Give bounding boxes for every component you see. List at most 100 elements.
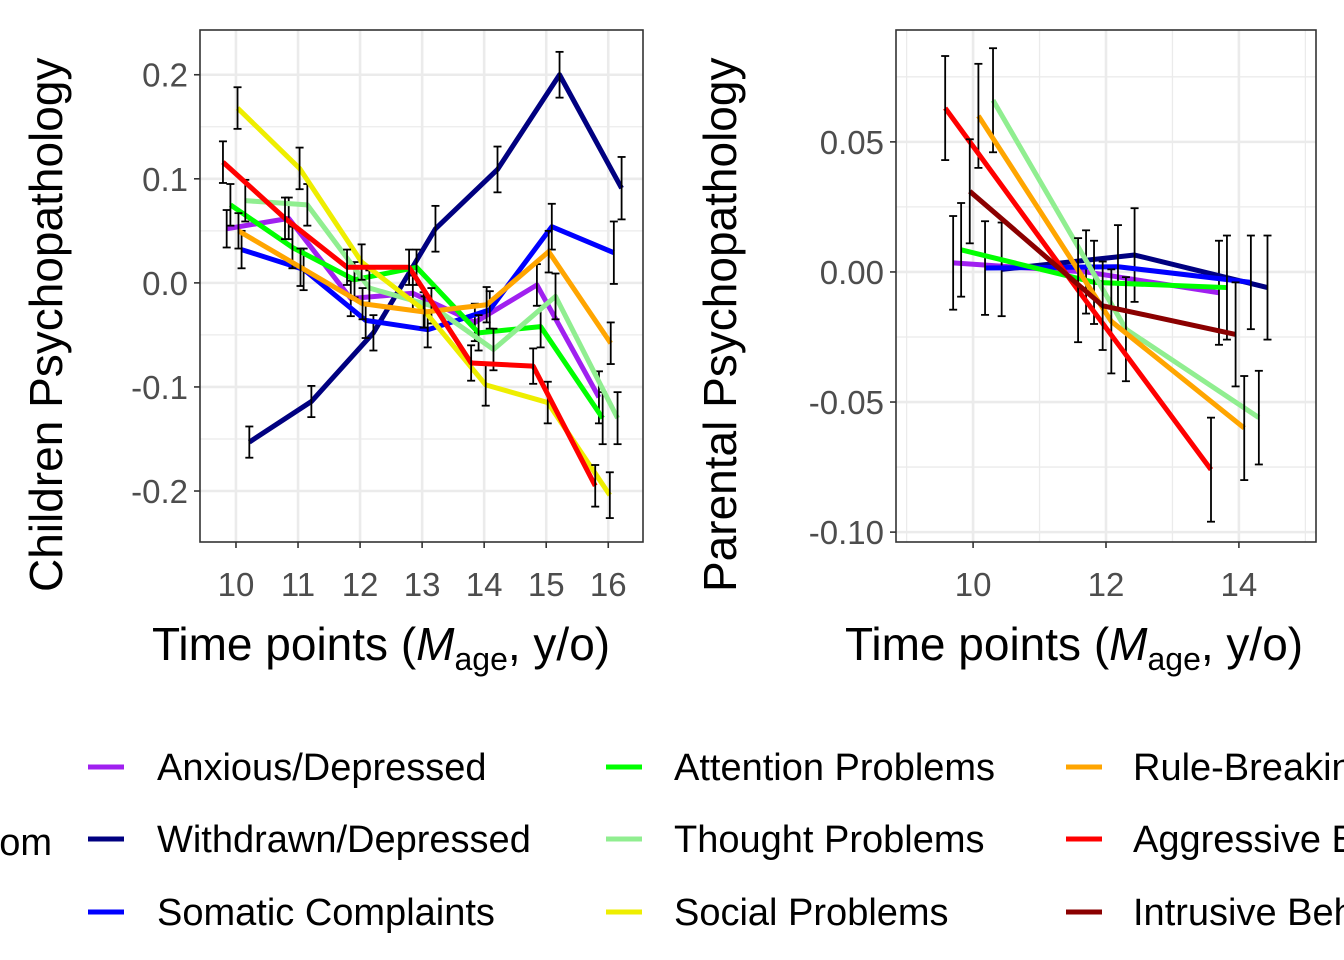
error-bar [1231, 281, 1240, 388]
error-bar [1107, 268, 1116, 375]
error-bar [1240, 375, 1249, 481]
error-bar [1246, 234, 1255, 331]
series-line [221, 160, 598, 487]
y-tick-label: -0.05 [809, 384, 884, 421]
y-tick-label: 0.05 [820, 124, 884, 161]
error-bar [474, 314, 483, 352]
error-bar [233, 86, 242, 130]
legend-item[interactable]: Rule-Breaking Behavior [1066, 747, 1344, 789]
error-bar [591, 464, 600, 508]
x-axis-title-italic: M [416, 618, 455, 670]
error-bar [529, 347, 538, 385]
error-bar [245, 425, 254, 459]
x-tick-label: 14 [466, 566, 503, 603]
series-withdrawn-depressed [997, 207, 1272, 341]
x-tick-label: 14 [1221, 566, 1258, 603]
error-bar [405, 248, 414, 286]
legend-label: Anxious/Depressed [157, 747, 487, 789]
error-bar [965, 138, 974, 245]
error-bar [1098, 260, 1107, 351]
series-withdrawn-depressed [245, 50, 626, 459]
y-tick-label: -0.1 [131, 369, 188, 406]
error-bar [295, 146, 304, 191]
legend-label: Thought Problems [674, 819, 985, 861]
error-bar [1254, 369, 1263, 466]
error-bar [357, 243, 366, 281]
error-bar [1074, 237, 1083, 344]
series-intrusive-behavior [965, 138, 1240, 388]
x-tick-label: 12 [342, 566, 379, 603]
legend-item[interactable]: Intrusive Behavior [1066, 892, 1344, 934]
legend-item[interactable]: Aggressive Behavior [1066, 819, 1344, 861]
y-tick-label: -0.2 [131, 473, 188, 510]
x-tick-label: 13 [404, 566, 441, 603]
legend-label: Intrusive Behavior [1133, 892, 1344, 934]
error-bar [343, 248, 352, 286]
x-axis-title-text: Time points ( [845, 618, 1110, 670]
x-axis-title-end: , y/o) [1201, 618, 1303, 670]
panel-parental: -0.10 -0.05 0.00 0.05 10 12 14 Parental Psychop… [694, 29, 1317, 677]
error-bar [358, 287, 367, 321]
x-axis-title-text: Time points ( [152, 618, 417, 670]
error-bar [1214, 239, 1223, 346]
error-bar [551, 272, 560, 321]
error-bar [606, 321, 615, 365]
x-axis-title-subscript: age [454, 641, 507, 677]
error-bar [617, 156, 626, 221]
legend: Symptom Anxious/Depressed Withdrawn/Depres… [0, 747, 1344, 934]
y-tick-label: 0.1 [142, 161, 188, 198]
series-aggressive-behavior [218, 140, 600, 508]
legend-item[interactable]: Thought Problems [606, 819, 985, 861]
error-bar [493, 145, 502, 194]
x-axis-title-italic: M [1109, 618, 1148, 670]
series-aggressive-behavior [941, 55, 1215, 523]
legend-item[interactable]: Social Problems [606, 892, 949, 934]
x-axis-title: Time points (Mage, y/o) [152, 618, 610, 677]
y-tick-label: 0.2 [142, 57, 188, 94]
series-attention-problems [957, 202, 1231, 341]
error-bar [226, 183, 235, 227]
error-bar [555, 50, 564, 99]
y-tick-label: 0.0 [142, 265, 188, 302]
legend-title: Symptom [0, 822, 52, 864]
error-bar [544, 229, 553, 274]
legend-label: Social Problems [674, 892, 949, 934]
legend-label: Attention Problems [674, 747, 995, 789]
x-tick-label: 11 [281, 566, 315, 603]
error-bar [981, 220, 990, 316]
error-bar [949, 215, 958, 311]
x-tick-label: 10 [218, 566, 255, 603]
series-rule-breaking-behavior [234, 212, 615, 365]
legend-item[interactable]: Somatic Complaints [88, 892, 495, 934]
gridlines [896, 30, 1316, 542]
error-bar [941, 55, 950, 161]
legend-label: Rule-Breaking Behavior [1133, 747, 1344, 789]
error-bar [234, 212, 243, 250]
error-bar [218, 140, 227, 184]
x-tick-label: 10 [955, 566, 992, 603]
error-bar [281, 196, 290, 241]
x-axis-title: Time points (Mage, y/o) [845, 618, 1303, 677]
error-bar [467, 344, 476, 382]
legend-item[interactable]: Withdrawn/Depressed [88, 819, 531, 861]
panel-children: -0.2 -0.1 0.0 0.1 0.2 10 11 12 13 14 15 16 Children … [20, 29, 644, 677]
x-axis-title-subscript: age [1147, 641, 1200, 677]
series-rule-breaking-behavior [974, 62, 1249, 481]
x-tick-label: 15 [528, 566, 565, 603]
error-bar [543, 380, 552, 425]
legend-item[interactable]: Attention Problems [606, 747, 995, 789]
error-bar [431, 204, 440, 253]
error-bar [613, 391, 622, 446]
error-bar [957, 202, 966, 298]
x-tick-label: 12 [1088, 566, 1125, 603]
error-bar [482, 286, 491, 324]
legend-label: Aggressive Behavior [1133, 819, 1344, 861]
legend-item[interactable]: Anxious/Depressed [88, 747, 487, 789]
error-bar [1121, 276, 1130, 383]
y-tick-label: -0.10 [809, 514, 884, 551]
legend-label: Withdrawn/Depressed [157, 819, 531, 861]
error-bar [609, 220, 618, 285]
error-bar [1207, 416, 1215, 523]
x-tick-label: 16 [590, 566, 627, 603]
